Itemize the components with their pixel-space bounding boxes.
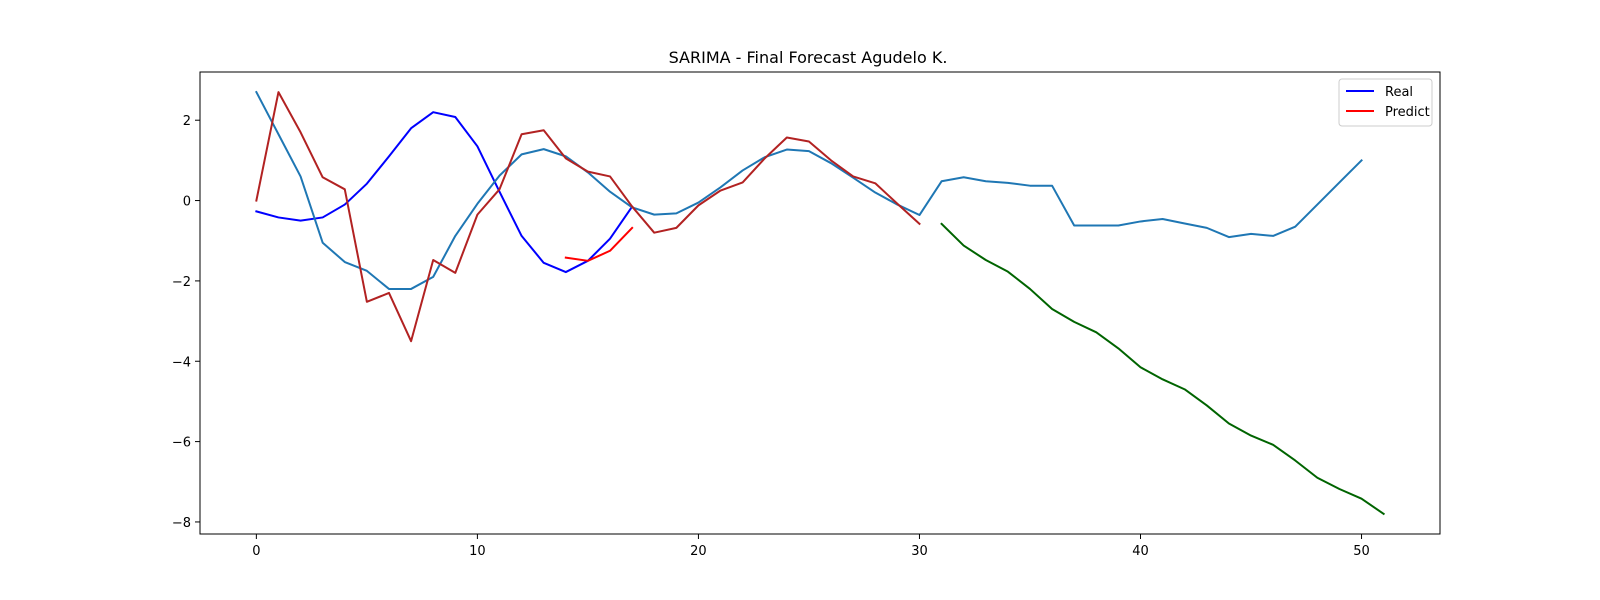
- y-tick-label: 0: [183, 195, 191, 210]
- series-line-4: [940, 222, 1386, 516]
- series-layer: [255, 90, 1386, 516]
- y-tick-label: −8: [172, 516, 191, 531]
- x-tick-label: 40: [1132, 544, 1149, 559]
- x-tick-label: 20: [690, 544, 707, 559]
- plot-area-frame: [199, 71, 1441, 535]
- y-tick-label: −2: [172, 275, 191, 290]
- legend-label-real: Real: [1385, 85, 1413, 100]
- x-tick-label: 0: [252, 544, 260, 559]
- legend: Real Predict: [1338, 78, 1433, 127]
- x-axis: 0 10 20 30 40 50: [252, 534, 1370, 559]
- y-tick-label: −4: [172, 355, 191, 370]
- x-tick-label: 10: [469, 544, 486, 559]
- y-axis: −8 −6 −4 −2 0 2: [172, 114, 200, 531]
- legend-label-predict: Predict: [1385, 105, 1430, 120]
- series-line-real: [255, 111, 634, 274]
- y-tick-label: −6: [172, 436, 191, 451]
- x-tick-label: 30: [911, 544, 928, 559]
- chart-title: SARIMA - Final Forecast Agudelo K.: [669, 48, 948, 67]
- y-tick-label: 2: [183, 114, 191, 129]
- series-line-3: [255, 91, 921, 343]
- series-line-predict: [564, 226, 634, 262]
- x-tick-label: 50: [1353, 544, 1370, 559]
